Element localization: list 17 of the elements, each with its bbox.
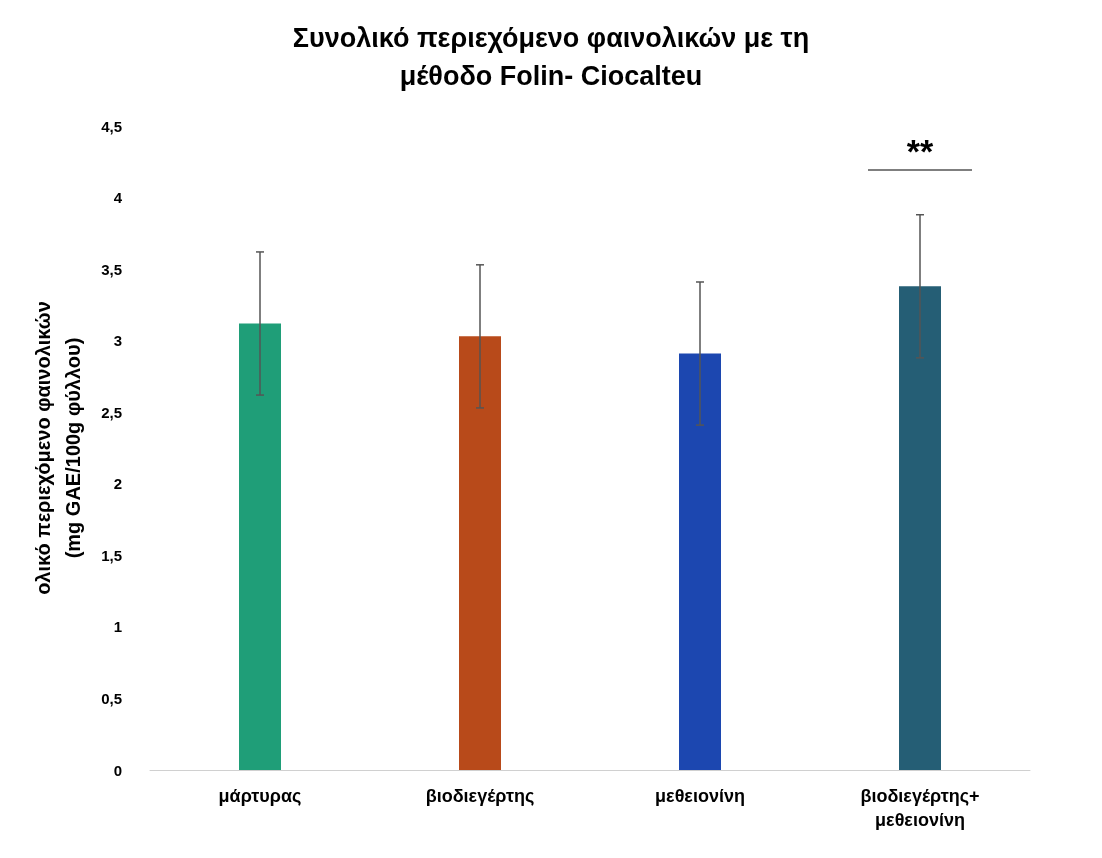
y-tick-label: 3 bbox=[113, 332, 122, 350]
x-tick-label: μεθειονίνη bbox=[655, 786, 745, 806]
x-tick-label: βιοδιεγέρτης+ μεθειονίνη bbox=[860, 786, 980, 830]
y-tick-label: 0 bbox=[113, 761, 122, 779]
x-tick-label: μάρτυρας bbox=[218, 786, 302, 806]
chart-title: Συνολικό περιεχόμενο φαινολικών με τη μέθοδο Folin- Ciocalteu bbox=[292, 23, 810, 91]
y-tick-label: 4 bbox=[113, 189, 123, 207]
y-tick-label: 2,5 bbox=[101, 403, 122, 421]
y-tick-label: 1,5 bbox=[101, 546, 122, 564]
y-tick-label: 1 bbox=[113, 618, 122, 636]
y-axis-title: ολικό περιεχόμενο φαινολικών (mg GAE/100g φύλλου) bbox=[32, 301, 84, 595]
y-tick-label: 0,5 bbox=[101, 689, 122, 707]
x-tick-label: βιοδιεγέρτης bbox=[425, 786, 535, 806]
annotation: ** bbox=[906, 132, 934, 170]
y-tick-label: 2 bbox=[113, 475, 122, 493]
y-tick-label: 3,5 bbox=[101, 260, 122, 278]
y-tick-label: 4,5 bbox=[101, 117, 122, 135]
